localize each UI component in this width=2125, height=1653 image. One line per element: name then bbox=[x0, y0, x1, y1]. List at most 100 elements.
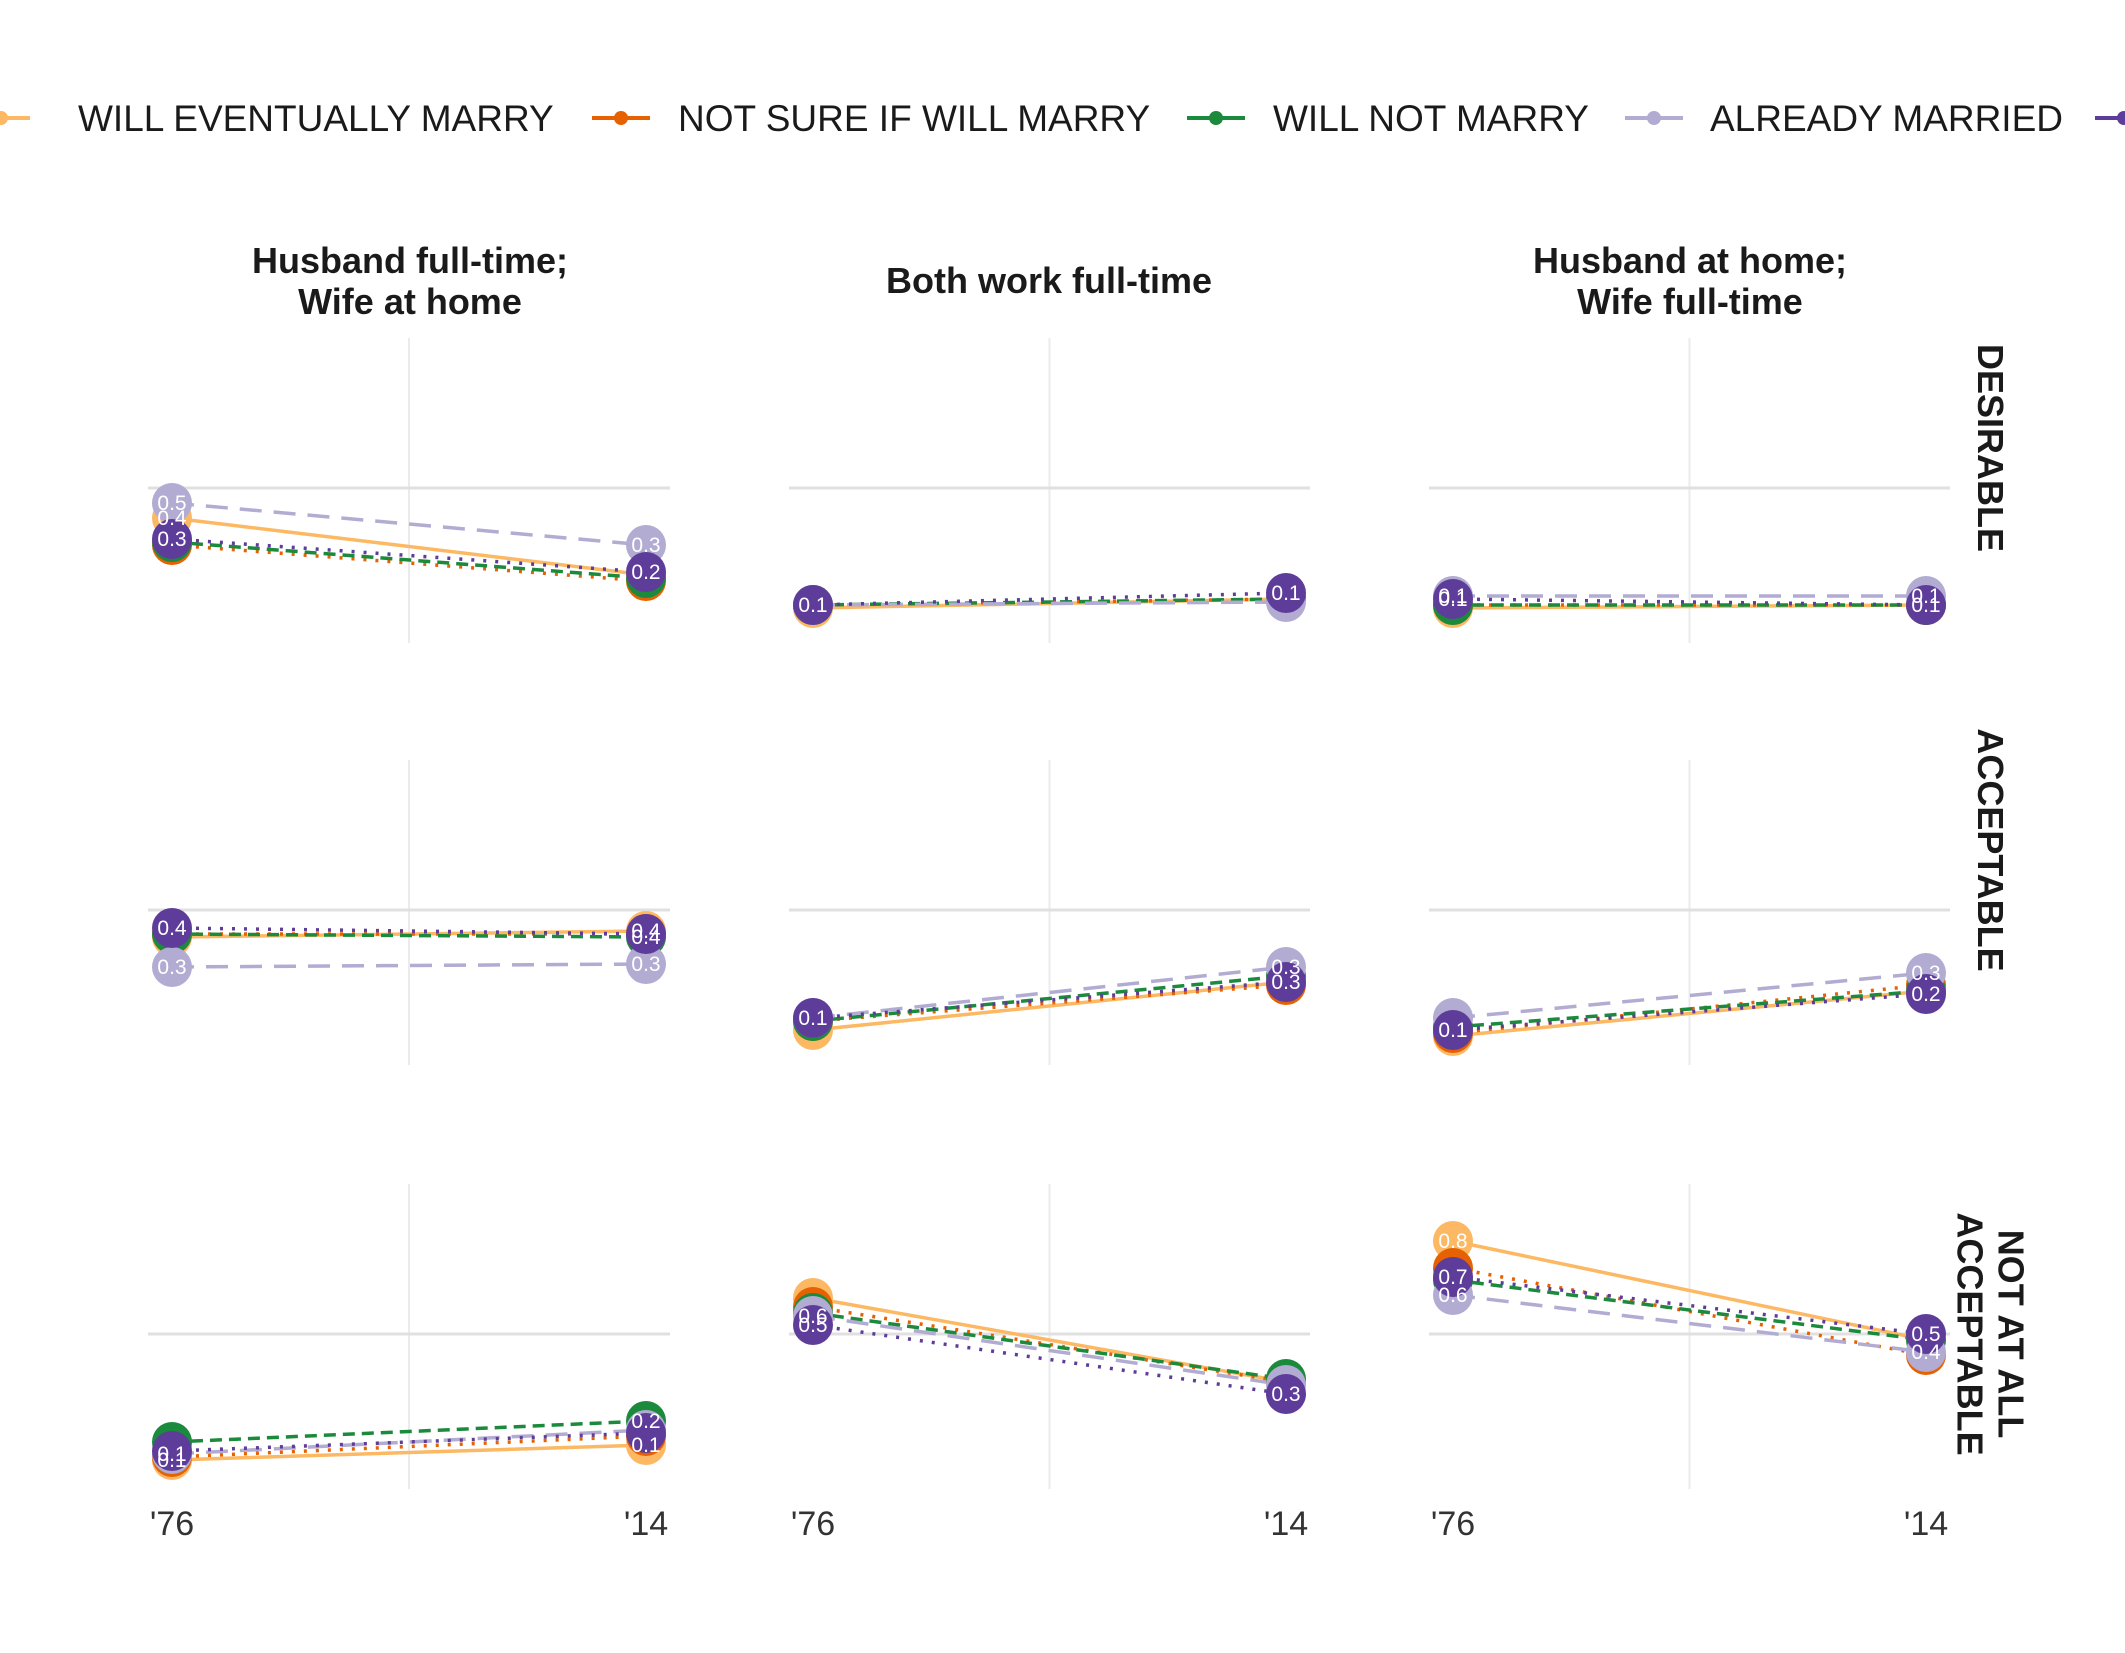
data-label: 0.5 bbox=[157, 492, 186, 515]
panel-grid bbox=[1429, 1184, 1950, 1489]
series-line bbox=[1452, 1278, 1927, 1342]
series-line bbox=[171, 516, 647, 577]
legend-label: WILL NOT MARRY bbox=[1273, 98, 1589, 139]
data-label: 0.3 bbox=[631, 534, 660, 557]
data-label: 0.2 bbox=[631, 561, 660, 584]
data-label: 0.1 bbox=[1438, 585, 1467, 608]
x-tick-label: '14 bbox=[1264, 1505, 1308, 1543]
series-line bbox=[1452, 989, 1927, 1029]
data-label: 0.1 bbox=[631, 1434, 660, 1457]
panel-grid bbox=[789, 1184, 1310, 1489]
data-label: 0.6 bbox=[1438, 1284, 1467, 1307]
data-point bbox=[626, 1413, 666, 1453]
data-label: 0.5 bbox=[1911, 1323, 1940, 1346]
svg-text:ACCEPTABLE: ACCEPTABLE bbox=[1970, 728, 2011, 971]
series-line bbox=[171, 1443, 647, 1462]
panel-grid bbox=[148, 1184, 670, 1489]
panel: 0.50.40.3 0.30.2 bbox=[152, 483, 666, 601]
data-point bbox=[1266, 573, 1306, 613]
data-label: 0.4 bbox=[631, 926, 661, 949]
data-point bbox=[626, 944, 666, 984]
data-point bbox=[1433, 579, 1473, 619]
series-line bbox=[1452, 1293, 1927, 1354]
legend-key-point bbox=[614, 111, 628, 125]
legend-item: ALREADY MARRIED bbox=[1625, 98, 2063, 139]
data-point bbox=[152, 908, 192, 948]
legend-key-point bbox=[0, 111, 8, 125]
data-label: 0.2 bbox=[631, 1410, 660, 1433]
data-point bbox=[1266, 962, 1306, 1002]
svg-text:NOT AT ALLACCEPTABLE: NOT AT ALLACCEPTABLE bbox=[1950, 1212, 2032, 1455]
data-point bbox=[793, 585, 833, 625]
data-label: 0.3 bbox=[157, 956, 186, 979]
data-label: 0.4 bbox=[157, 917, 187, 940]
series-line bbox=[171, 932, 647, 939]
series-line bbox=[171, 1428, 647, 1456]
series-line bbox=[812, 1323, 1287, 1396]
series-line bbox=[1452, 1275, 1927, 1336]
data-label: 0.1 bbox=[798, 594, 827, 617]
panel-grid bbox=[148, 760, 670, 1065]
data-point bbox=[626, 914, 666, 954]
series-line bbox=[171, 540, 647, 580]
data-label: 0.3 bbox=[1271, 971, 1300, 994]
data-label: 0.1 bbox=[157, 1443, 186, 1466]
data-label: 0.3 bbox=[1911, 962, 1940, 985]
data-label: 0.1 bbox=[157, 1449, 186, 1472]
facet-row-title: ACCEPTABLE bbox=[1970, 728, 2011, 971]
legend-label: ALREADY MARRIED bbox=[1710, 98, 2063, 139]
facet-row-title: DESIRABLE bbox=[1970, 344, 2011, 552]
legend-label: WILL EVENTUALLY MARRY bbox=[78, 98, 554, 139]
panel: 0.40.30.40.40.3 bbox=[152, 908, 666, 987]
x-tick-label: '14 bbox=[1904, 1505, 1948, 1543]
legend-item: WILL NOT MARRY bbox=[1187, 98, 1589, 139]
data-point bbox=[1433, 1257, 1473, 1297]
series-line bbox=[812, 1311, 1287, 1381]
panel: 0.8 0.70.6 0.50.4 bbox=[1433, 1221, 1946, 1375]
panel: 0.1 0.1 bbox=[793, 573, 1306, 628]
series-line bbox=[812, 980, 1287, 1032]
data-label: 0.4 bbox=[1911, 1341, 1941, 1364]
data-label: 0.7 bbox=[1438, 1266, 1467, 1289]
panel-grid bbox=[1429, 760, 1950, 1065]
data-point bbox=[1433, 1010, 1473, 1050]
series-line bbox=[171, 543, 647, 583]
facet-column-title: Husband at home; Wife full-time bbox=[1533, 240, 1847, 322]
legend-key-point bbox=[1647, 111, 1661, 125]
data-label: 0.1 bbox=[798, 1007, 827, 1030]
legend-key-point bbox=[2117, 111, 2125, 125]
data-point bbox=[152, 519, 192, 559]
data-point bbox=[1906, 1314, 1946, 1354]
data-label: 0.1 bbox=[1911, 585, 1940, 608]
data-label: 0.5 bbox=[798, 1314, 827, 1337]
data-label: 0.3 bbox=[1271, 956, 1300, 979]
panel-grid bbox=[1429, 338, 1950, 643]
data-point bbox=[793, 998, 833, 1038]
data-point bbox=[152, 947, 192, 987]
panel: 0.1 0.30.3 bbox=[793, 947, 1306, 1050]
facet-row-title: NOT AT ALLACCEPTABLE bbox=[1950, 1212, 2032, 1455]
legend-label: NOT SURE IF WILL MARRY bbox=[678, 98, 1150, 139]
facet-column-title: Both work full-time bbox=[886, 260, 1212, 301]
data-point bbox=[1906, 585, 1946, 625]
series-line bbox=[1452, 989, 1927, 1038]
data-point bbox=[152, 483, 192, 523]
data-label: 0.3 bbox=[631, 953, 660, 976]
series-line bbox=[812, 974, 1287, 1023]
panel-grid bbox=[789, 338, 1310, 643]
panel-grid bbox=[789, 760, 1310, 1065]
data-point bbox=[793, 1305, 833, 1345]
legend-item: WILL EVENTUALLY MARRY bbox=[0, 98, 554, 139]
data-label: 0.1 bbox=[1438, 1019, 1467, 1042]
data-label: 0.4 bbox=[157, 507, 187, 530]
panel: 0.1 0.30.2 bbox=[1433, 953, 1946, 1056]
x-tick-label: '76 bbox=[150, 1505, 194, 1543]
legend-item bbox=[2095, 111, 2125, 125]
series-line bbox=[812, 1314, 1287, 1387]
data-label: 0.6 bbox=[798, 1305, 827, 1328]
data-point bbox=[626, 552, 666, 592]
series-line bbox=[1452, 983, 1927, 1035]
data-label: 0.1 bbox=[1438, 588, 1467, 611]
data-point bbox=[152, 1431, 192, 1471]
